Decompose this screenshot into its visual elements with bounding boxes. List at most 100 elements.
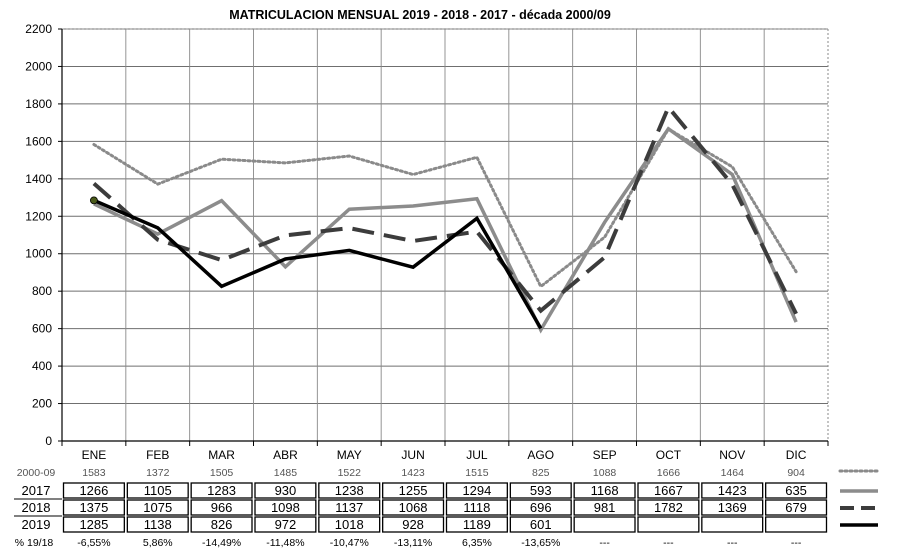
table-cell-box	[318, 499, 381, 516]
table-cell-box	[62, 499, 125, 516]
table-cell-box	[765, 482, 828, 499]
y-tick-label: 0	[45, 434, 52, 448]
table-cell-box	[382, 482, 445, 499]
cell-2000-09: 1485	[274, 467, 298, 479]
table-cell-box	[254, 499, 317, 516]
table-cell-box	[190, 482, 253, 499]
table-cell-box	[509, 516, 572, 533]
cell-pct: ---	[727, 537, 738, 549]
x-category-label: AGO	[527, 448, 554, 462]
y-tick-label: 1400	[25, 172, 52, 186]
cell-2019: 601	[530, 517, 552, 532]
x-category-label: JUL	[466, 448, 488, 462]
cell-pct: -11,48%	[266, 537, 304, 549]
x-category-label: ENE	[82, 448, 107, 462]
x-category-label: DIC	[786, 448, 807, 462]
table-cell-box	[254, 482, 317, 499]
cell-2017: 1294	[462, 483, 491, 498]
cell-2018: 981	[594, 500, 616, 515]
table-cell-box	[382, 516, 445, 533]
cell-2019: 1285	[79, 517, 108, 532]
table-cell-box	[382, 499, 445, 516]
table-cell-box	[190, 516, 253, 533]
cell-2017: 1266	[79, 483, 108, 498]
cell-pct: ---	[791, 537, 802, 549]
table-cell-box	[701, 516, 764, 533]
cell-2000-09: 1666	[657, 467, 681, 479]
cell-2017: 1423	[718, 483, 747, 498]
y-tick-label: 600	[32, 322, 52, 336]
cell-2017: 1238	[335, 483, 364, 498]
y-axis-ticks: 0 200 400 600 800 1000 1200 1400 1600 1800 2000 220…	[25, 22, 62, 448]
table-cell-box	[190, 499, 253, 516]
y-tick-label: 2000	[25, 59, 52, 73]
y-tick-label: 400	[32, 359, 52, 373]
cell-pct: -10,47%	[330, 537, 369, 549]
table-cell-box	[701, 499, 764, 516]
cell-2017: 593	[530, 483, 552, 498]
table-cell-box	[62, 516, 125, 533]
cell-2000-09: 1583	[82, 467, 106, 479]
cell-2019: 972	[275, 517, 297, 532]
table-cell-box	[765, 499, 828, 516]
cell-2018: 1782	[654, 500, 683, 515]
table-cell-box	[573, 499, 636, 516]
cell-2018: 966	[211, 500, 233, 515]
cell-pct: 5,86%	[143, 537, 173, 549]
y-tick-label: 200	[32, 397, 52, 411]
row-label-2017: 2017	[22, 483, 51, 498]
cell-2019: 1018	[335, 517, 364, 532]
cell-2018: 1137	[335, 500, 363, 515]
table-cell-box	[509, 499, 572, 516]
y-tick-label: 1600	[25, 134, 52, 148]
cell-2018: 1075	[143, 500, 172, 515]
table-cell-box	[509, 482, 572, 499]
cell-2000-09: 904	[787, 467, 805, 479]
x-category-label: MAR	[208, 448, 235, 462]
table-cell-box	[126, 499, 189, 516]
x-category-label: SEP	[593, 448, 617, 462]
x-category-label: NOV	[719, 448, 745, 462]
series-line-2019	[93, 198, 543, 330]
table-cell-box	[765, 516, 828, 533]
grid	[61, 28, 829, 442]
cell-2018: 1369	[718, 500, 747, 515]
y-tick-label: 2200	[25, 22, 52, 36]
table-cell-box	[637, 482, 700, 499]
y-tick-label: 1000	[25, 247, 52, 261]
cell-2017: 1105	[144, 483, 172, 498]
y-tick-label: 1800	[25, 97, 52, 111]
data-point-marker	[90, 196, 98, 205]
row-label-pct: % 19/18	[15, 537, 54, 549]
table-cell-box	[701, 482, 764, 499]
cell-2000-09: 1515	[465, 467, 489, 479]
legend-swatches	[838, 469, 880, 527]
data-table: 2000-09 1583 1372 1505 1485 1522 1423 1515 825 10…	[14, 467, 828, 549]
cell-2017: 1168	[591, 483, 619, 498]
table-cell-box	[318, 482, 381, 499]
cell-2017: 930	[275, 483, 297, 498]
row-label-2018: 2018	[22, 500, 51, 515]
cell-2000-09: 1522	[338, 467, 362, 479]
cell-2019: 1138	[144, 517, 172, 532]
table-cell-box	[445, 482, 508, 499]
y-tick-label: 800	[32, 284, 52, 298]
cell-pct: 6,35%	[462, 537, 492, 549]
table-cell-box	[126, 516, 189, 533]
cell-2000-09: 1088	[593, 467, 617, 479]
chart-title: MATRICULACION MENSUAL 2019 - 2018 - 2017…	[229, 8, 611, 22]
cell-2019: 1189	[463, 517, 491, 532]
cell-2000-09: 1423	[401, 467, 425, 479]
row-label-2019: 2019	[22, 517, 51, 532]
series-line-2017	[93, 126, 798, 334]
cell-pct: -13,65%	[521, 537, 560, 549]
x-axis-categories: ENE FEB MAR ABR MAY JUN JUL AGO SEP OCT NOV DIC	[61, 441, 829, 462]
table-cell-box	[637, 499, 700, 516]
cell-2018: 679	[785, 500, 807, 515]
cell-2017: 635	[785, 483, 807, 498]
cell-2019: 928	[402, 517, 424, 532]
x-category-label: ABR	[273, 448, 298, 462]
x-category-label: MAY	[337, 448, 362, 462]
cell-2018: 1098	[271, 500, 300, 515]
